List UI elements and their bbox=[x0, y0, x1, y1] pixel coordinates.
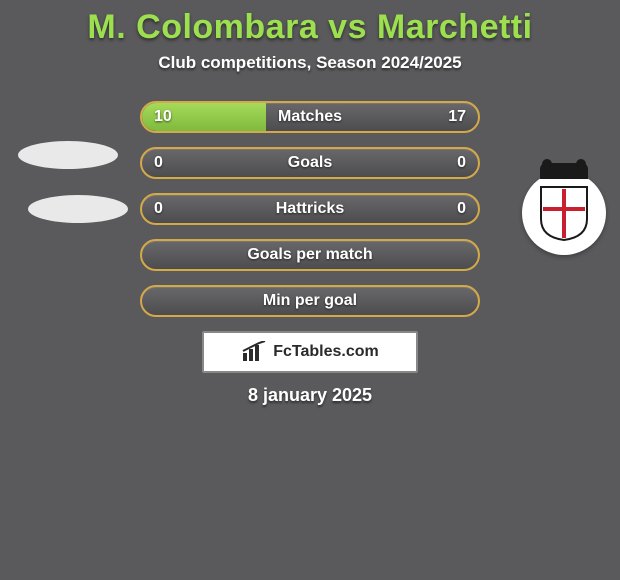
stat-left-value: 10 bbox=[154, 108, 172, 126]
stat-bar: Goals per match bbox=[140, 239, 480, 271]
stat-bar: 0 0 Hattricks bbox=[140, 193, 480, 225]
stat-right-value: 17 bbox=[448, 108, 466, 126]
date-label: 8 january 2025 bbox=[0, 385, 620, 406]
left-team-logo bbox=[8, 141, 98, 231]
stat-label: Matches bbox=[278, 108, 342, 126]
stat-bar: 0 0 Goals bbox=[140, 147, 480, 179]
brand-badge: FcTables.com bbox=[202, 331, 418, 373]
bars-region: 10 17 Matches 0 0 Goals 0 0 Hattricks Goals per m… bbox=[0, 101, 620, 317]
stat-label: Hattricks bbox=[276, 200, 344, 218]
stat-label: Goals bbox=[288, 154, 332, 172]
comparison-card: M. Colombara vs Marchetti Club competiti… bbox=[0, 0, 620, 406]
subtitle: Club competitions, Season 2024/2025 bbox=[0, 53, 620, 73]
chart-icon bbox=[241, 341, 267, 363]
stat-right-value: 0 bbox=[457, 154, 466, 172]
stat-right-value: 0 bbox=[457, 200, 466, 218]
stat-label: Min per goal bbox=[263, 292, 357, 310]
page-title: M. Colombara vs Marchetti bbox=[0, 8, 620, 47]
brand-text: FcTables.com bbox=[273, 343, 379, 361]
placeholder-icon bbox=[18, 141, 118, 169]
stat-bars: 10 17 Matches 0 0 Goals 0 0 Hattricks Goals per m… bbox=[140, 101, 480, 317]
stat-left-value: 0 bbox=[154, 200, 163, 218]
stat-bar: 10 17 Matches bbox=[140, 101, 480, 133]
stat-bar: Min per goal bbox=[140, 285, 480, 317]
stat-label: Goals per match bbox=[247, 246, 372, 264]
crest-icon bbox=[522, 171, 606, 255]
placeholder-icon bbox=[28, 195, 128, 223]
right-team-logo bbox=[522, 171, 612, 261]
stat-left-value: 0 bbox=[154, 154, 163, 172]
